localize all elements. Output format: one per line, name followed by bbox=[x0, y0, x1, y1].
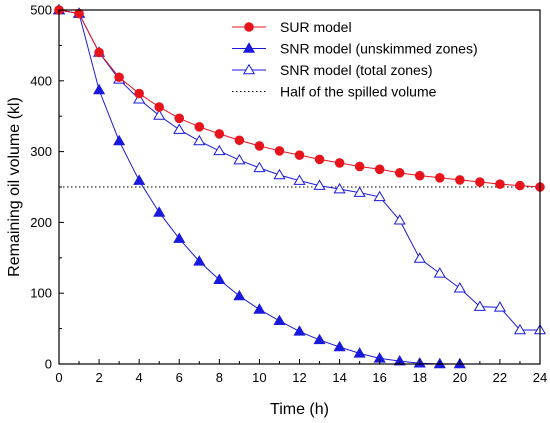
series-line bbox=[58, 9, 540, 331]
y-axis-label: Remaining oil volume (kl) bbox=[6, 97, 23, 277]
legend-label: SNR model (unskimmed zones) bbox=[280, 41, 478, 57]
data-point bbox=[495, 179, 505, 189]
data-point bbox=[393, 214, 406, 225]
data-point bbox=[233, 153, 246, 165]
data-point bbox=[353, 347, 366, 358]
legend-label: Half of the spilled volume bbox=[280, 84, 437, 100]
data-point bbox=[373, 190, 386, 202]
data-point bbox=[333, 182, 346, 194]
data-point bbox=[213, 144, 226, 156]
data-point bbox=[455, 175, 465, 185]
data-point bbox=[353, 186, 366, 197]
data-point bbox=[114, 72, 124, 83]
data-point bbox=[293, 174, 306, 185]
data-point bbox=[234, 135, 245, 146]
data-point bbox=[333, 340, 346, 352]
data-point bbox=[493, 301, 506, 312]
legend-marker bbox=[244, 22, 254, 32]
x-tick-label: 10 bbox=[252, 370, 266, 385]
data-point bbox=[193, 255, 206, 266]
data-point bbox=[193, 134, 206, 146]
x-tick-label: 4 bbox=[136, 370, 143, 385]
legend-label: SUR model bbox=[280, 19, 352, 35]
data-point bbox=[394, 168, 405, 178]
y-tick-label: 0 bbox=[45, 357, 52, 372]
data-point bbox=[214, 129, 225, 139]
data-point bbox=[94, 47, 104, 58]
data-point bbox=[273, 168, 286, 180]
data-point bbox=[475, 177, 485, 187]
x-tick-label: 22 bbox=[493, 370, 507, 385]
series-2 bbox=[52, 3, 547, 335]
x-tick-label: 2 bbox=[95, 370, 102, 385]
data-point bbox=[433, 267, 446, 278]
data-point bbox=[413, 252, 426, 263]
x-tick-label: 6 bbox=[176, 370, 183, 385]
data-point bbox=[314, 154, 325, 165]
y-tick-label: 300 bbox=[30, 144, 52, 159]
data-point bbox=[153, 109, 166, 120]
data-point bbox=[515, 180, 525, 191]
data-point bbox=[113, 134, 126, 146]
legend-item: Half of the spilled volume bbox=[232, 84, 437, 100]
y-tick-label: 400 bbox=[30, 73, 52, 88]
data-point bbox=[253, 303, 266, 314]
data-point bbox=[153, 206, 166, 217]
data-point bbox=[233, 289, 246, 301]
data-point bbox=[154, 102, 165, 112]
y-tick-label: 100 bbox=[30, 286, 52, 301]
data-point bbox=[134, 88, 144, 99]
data-point bbox=[133, 93, 146, 104]
y-tick-label: 200 bbox=[30, 215, 52, 230]
data-point bbox=[434, 172, 445, 183]
series-1 bbox=[52, 3, 466, 369]
legend: SUR model SNR model (unskimmed zones) SNR … bbox=[232, 19, 478, 100]
x-tick-label: 0 bbox=[55, 370, 62, 385]
legend-label: SNR model (total zones) bbox=[280, 62, 433, 78]
data-point bbox=[254, 141, 265, 151]
data-point bbox=[414, 170, 425, 181]
x-tick-label: 14 bbox=[332, 370, 346, 385]
data-point bbox=[334, 158, 345, 168]
x-tick-label: 20 bbox=[453, 370, 467, 385]
data-point bbox=[74, 8, 84, 19]
data-point bbox=[313, 333, 326, 345]
data-point bbox=[294, 150, 305, 160]
data-point bbox=[274, 146, 285, 156]
x-tick-label: 24 bbox=[533, 370, 547, 385]
legend-marker bbox=[242, 63, 256, 75]
x-tick-label: 16 bbox=[372, 370, 386, 385]
data-point bbox=[253, 161, 266, 173]
data-point bbox=[513, 323, 527, 335]
data-point bbox=[213, 273, 226, 284]
data-point bbox=[93, 83, 106, 95]
x-tick-label: 8 bbox=[216, 370, 223, 385]
data-point bbox=[173, 123, 186, 134]
data-point bbox=[473, 300, 486, 311]
legend-item: SNR model (total zones) bbox=[232, 62, 433, 78]
data-point bbox=[173, 232, 186, 243]
legend-item: SUR model bbox=[232, 19, 352, 35]
data-point bbox=[374, 164, 385, 175]
x-tick-label: 12 bbox=[292, 370, 306, 385]
legend-marker bbox=[242, 42, 256, 53]
data-point bbox=[293, 325, 306, 336]
data-point bbox=[194, 122, 205, 132]
data-point bbox=[354, 161, 365, 172]
data-point bbox=[273, 314, 286, 326]
plot-content bbox=[52, 3, 547, 369]
x-axis-label: Time (h) bbox=[270, 401, 329, 418]
data-point bbox=[174, 113, 185, 124]
legend-item: SNR model (unskimmed zones) bbox=[232, 41, 478, 57]
data-point bbox=[133, 174, 146, 185]
y-tick-label: 500 bbox=[30, 3, 52, 18]
data-point bbox=[453, 282, 466, 293]
data-point bbox=[313, 179, 326, 190]
x-tick-label: 18 bbox=[413, 370, 427, 385]
data-point bbox=[393, 354, 406, 366]
